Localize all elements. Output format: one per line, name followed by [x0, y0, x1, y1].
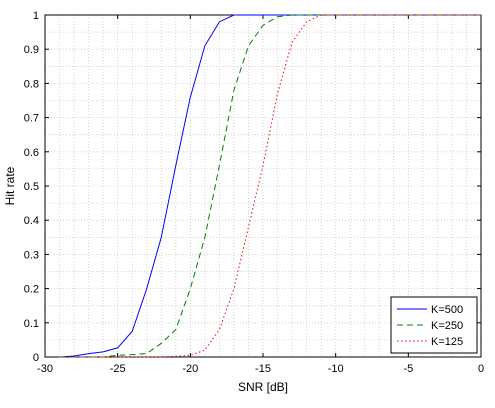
y-tick-label: 0.8: [24, 78, 39, 90]
x-tick-label: 0: [478, 363, 484, 375]
legend-label-3: K=125: [431, 336, 463, 348]
y-tick-label: 1: [33, 10, 39, 22]
series-lines: [59, 14, 481, 358]
y-axis-label: Hit rate: [3, 166, 17, 205]
y-tick-label: 0.5: [24, 181, 39, 193]
x-tick-label: -5: [403, 363, 413, 375]
y-tick-label: 0: [33, 352, 39, 364]
x-tick-label: -10: [328, 363, 344, 375]
y-tick-label: 0.3: [24, 249, 39, 261]
y-tick-label: 0.9: [24, 44, 39, 56]
y-tick-label: 0.7: [24, 113, 39, 125]
axis-ticks: -30 -25 -20 -15 -10 -5 0 0 0.1 0.2 0.3 0.4 0.5 0.6 0.7…: [24, 10, 484, 375]
y-tick-label: 0.2: [24, 284, 39, 296]
x-tick-label: -25: [110, 363, 126, 375]
legend: K=500 K=250 K=125: [390, 296, 478, 354]
series-line-2: [59, 14, 481, 358]
grid: [44, 14, 482, 358]
legend-label-2: K=250: [431, 320, 463, 332]
x-axis-label: SNR [dB]: [238, 380, 288, 394]
y-tick-label: 0.6: [24, 147, 39, 159]
x-tick-label: -30: [37, 363, 53, 375]
x-tick-label: -15: [255, 363, 271, 375]
y-tick-label: 0.1: [24, 318, 39, 330]
legend-box: [390, 296, 478, 354]
y-tick-label: 0.4: [24, 215, 39, 227]
x-tick-label: -20: [182, 363, 198, 375]
legend-label-1: K=500: [431, 304, 463, 316]
